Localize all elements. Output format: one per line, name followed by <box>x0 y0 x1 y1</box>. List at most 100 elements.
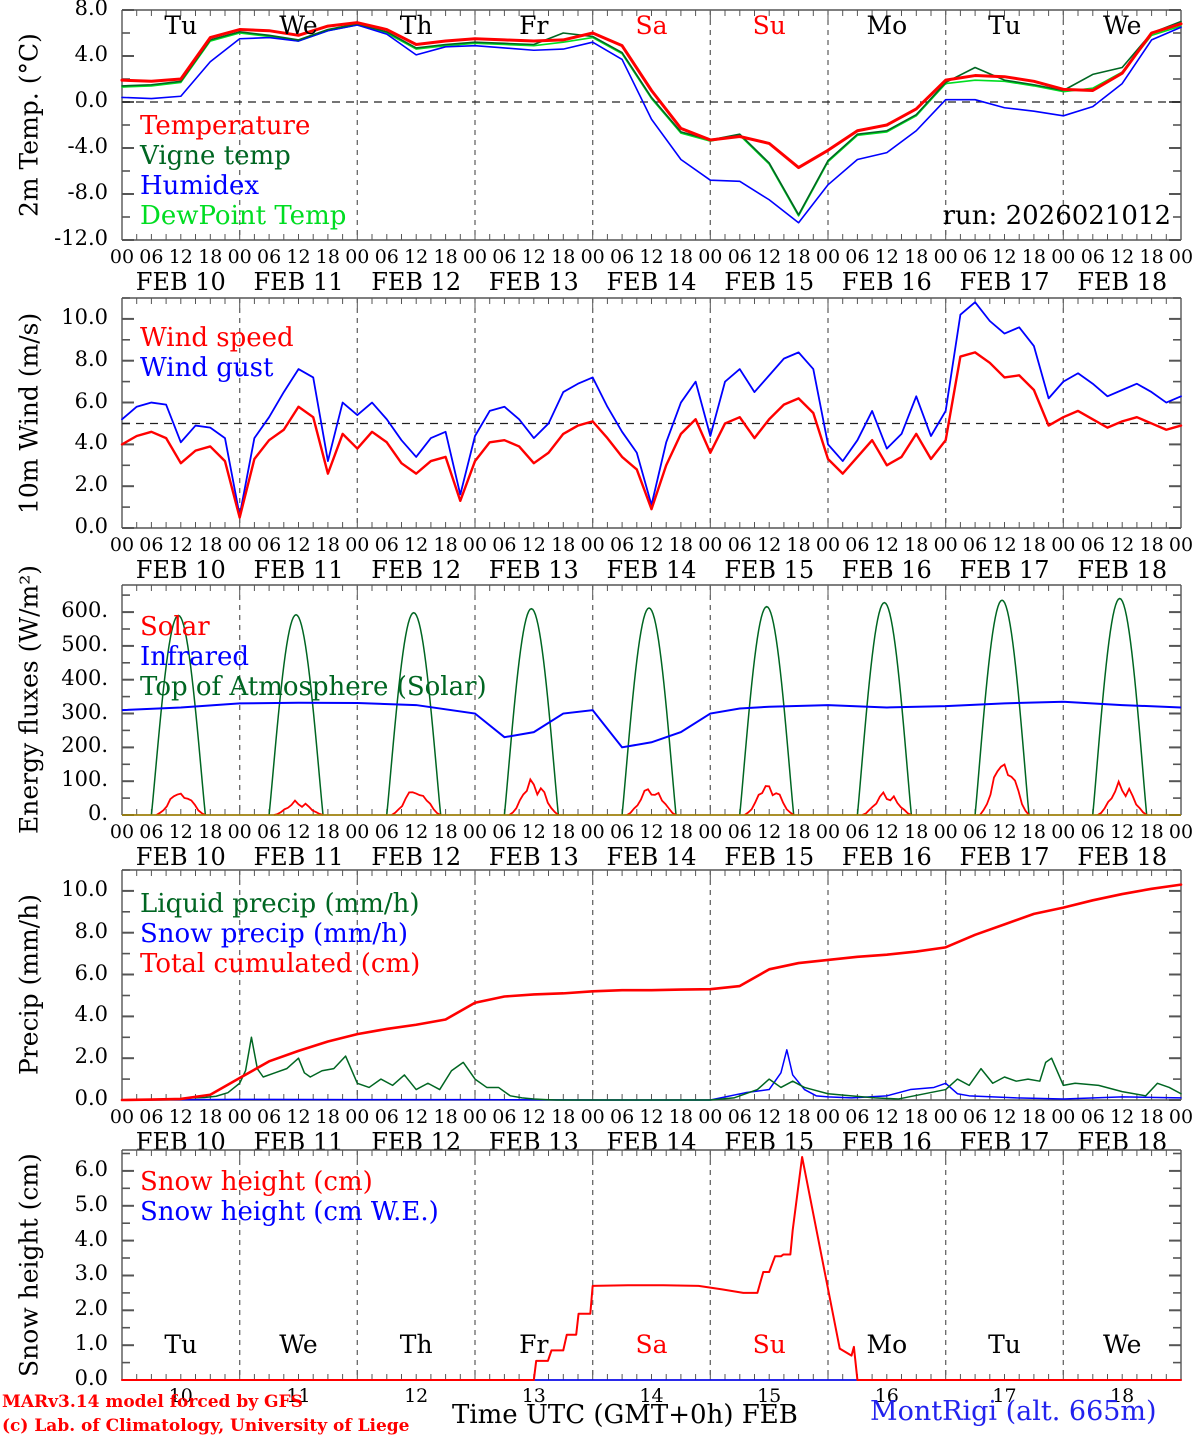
y-axis-tick-label: 100. <box>61 767 108 792</box>
hour-tick-label: 18 <box>904 821 929 843</box>
hour-tick-label: 12 <box>639 1106 664 1128</box>
date-label: FEB 15 <box>724 268 815 296</box>
hour-tick-label: 12 <box>404 246 429 268</box>
hour-tick-label: 00 <box>815 1106 841 1128</box>
weekday-label-we-1: We <box>279 1330 317 1359</box>
hour-tick-label: 00 <box>109 1106 135 1128</box>
hour-tick-label: 12 <box>757 821 782 843</box>
hour-tick-label: 06 <box>1080 1106 1105 1128</box>
day-number-label: 10 <box>168 1385 193 1407</box>
y-axis-tick-label: 200. <box>61 733 108 758</box>
hour-tick-label: 00 <box>227 821 252 843</box>
hour-tick-label: 18 <box>1021 246 1046 268</box>
hour-tick-label: 12 <box>1110 534 1135 556</box>
series-total-cumulated-cm <box>120 883 1183 1102</box>
weekday-label-th-2: Th <box>400 11 433 40</box>
series-wind-speed <box>120 351 1183 519</box>
y-axis-tick-label: 1.0 <box>74 1331 108 1356</box>
time-axis-title: Time UTC (GMT+0h) FEB <box>452 1400 798 1430</box>
hour-tick-label: 06 <box>257 821 282 843</box>
legend-item-temperature: Temperature <box>140 111 310 141</box>
series-wind-gust <box>121 301 1182 517</box>
hour-tick-label: 06 <box>610 246 635 268</box>
hour-tick-label: 06 <box>492 534 517 556</box>
hour-tick-label: 00 <box>109 821 135 843</box>
hour-tick-label: 00 <box>1051 534 1076 556</box>
hour-tick-label: 06 <box>374 246 399 268</box>
weekday-label-we-8: We <box>1103 11 1141 40</box>
legend-item-infrared: Infrared <box>140 642 249 672</box>
hour-tick-label: 12 <box>992 246 1017 268</box>
day-number-label: 12 <box>404 1385 429 1407</box>
hour-tick-label: 00 <box>933 1106 958 1128</box>
hour-tick-label: 12 <box>168 246 193 268</box>
hour-tick-label: 00 <box>698 246 723 268</box>
date-label: FEB 17 <box>959 843 1050 871</box>
hour-tick-label: 12 <box>1110 821 1135 843</box>
weekday-label-tu-7: Tu <box>988 11 1021 40</box>
legend-item-dewpoint-temp: DewPoint Temp <box>140 201 346 231</box>
day-number-label: 13 <box>521 1385 546 1407</box>
day-number-label: 18 <box>1110 1385 1135 1407</box>
series-humidex <box>121 24 1182 224</box>
hour-tick-label: 06 <box>1080 821 1105 843</box>
y-axis-tick-label: 10.0 <box>61 304 108 329</box>
hour-tick-label: 00 <box>345 1106 370 1128</box>
date-label: FEB 10 <box>135 556 226 584</box>
hour-tick-label: 18 <box>904 534 929 556</box>
hour-tick-label: 12 <box>521 534 546 556</box>
y-axis-tick-label: 8.0 <box>74 346 108 371</box>
date-label: FEB 17 <box>959 556 1050 584</box>
y-axis-tick-label: 4.0 <box>74 1002 108 1027</box>
hour-tick-label: 18 <box>198 1106 223 1128</box>
hour-tick-label: 06 <box>257 1106 282 1128</box>
date-label: FEB 11 <box>253 556 344 584</box>
legend-item-liquid-precip-mm-h: Liquid precip (mm/h) <box>140 889 420 919</box>
hour-tick-label: 00 <box>815 821 841 843</box>
hour-tick-label: 18 <box>786 246 811 268</box>
hour-tick-label: 00 <box>1168 1106 1194 1128</box>
hour-tick-label: 18 <box>315 1106 340 1128</box>
hour-tick-label: 12 <box>168 821 193 843</box>
hour-tick-label: 18 <box>433 534 458 556</box>
hour-tick-label: 12 <box>168 534 193 556</box>
weekday-label-sa-4: Sa <box>635 11 667 40</box>
date-label: FEB 14 <box>606 268 697 296</box>
precip-y-axis-title: Precip (mm/h) <box>14 894 44 1076</box>
series-infrared <box>121 700 1182 749</box>
day-number-label: 16 <box>874 1385 899 1407</box>
y-axis-tick-label: 0.0 <box>74 1086 108 1110</box>
hour-tick-label: 18 <box>1139 246 1164 268</box>
y-axis-tick-label: 0. <box>87 801 108 825</box>
hour-tick-label: 06 <box>1080 246 1105 268</box>
weekday-label-fr-3: Fr <box>519 11 548 40</box>
hour-tick-label: 18 <box>1021 534 1046 556</box>
temperature-y-axis-title: 2m Temp. (°C) <box>14 33 44 217</box>
hour-tick-label: 12 <box>521 1106 546 1128</box>
hour-tick-label: 06 <box>492 821 517 843</box>
date-label: FEB 12 <box>371 268 462 296</box>
weekday-label-su-5: Su <box>753 1330 786 1359</box>
y-axis-tick-label: -8.0 <box>67 180 109 204</box>
date-label: FEB 17 <box>959 268 1050 296</box>
hour-tick-label: 06 <box>963 1106 988 1128</box>
hour-tick-label: 00 <box>462 246 488 268</box>
hour-tick-label: 18 <box>668 1106 693 1128</box>
date-label: FEB 11 <box>253 843 344 871</box>
hour-tick-label: 18 <box>433 1106 458 1128</box>
hour-tick-label: 18 <box>551 246 576 268</box>
hour-tick-label: 18 <box>315 534 340 556</box>
hour-tick-label: 12 <box>286 246 311 268</box>
hour-tick-label: 12 <box>874 534 899 556</box>
legend-item-wind-gust: Wind gust <box>140 353 274 383</box>
y-axis-tick-label: 5.0 <box>74 1191 108 1216</box>
y-axis-tick-label: 8.0 <box>74 0 108 20</box>
weekday-label-th-2: Th <box>400 1330 433 1359</box>
hour-tick-label: 12 <box>404 534 429 556</box>
hour-tick-label: 12 <box>639 246 664 268</box>
hour-tick-label: 18 <box>786 821 811 843</box>
legend-item-snow-height-cm: Snow height (cm) <box>140 1167 373 1197</box>
y-axis-tick-label: 0.0 <box>74 514 108 538</box>
legend-item-wind-speed: Wind speed <box>140 323 294 353</box>
